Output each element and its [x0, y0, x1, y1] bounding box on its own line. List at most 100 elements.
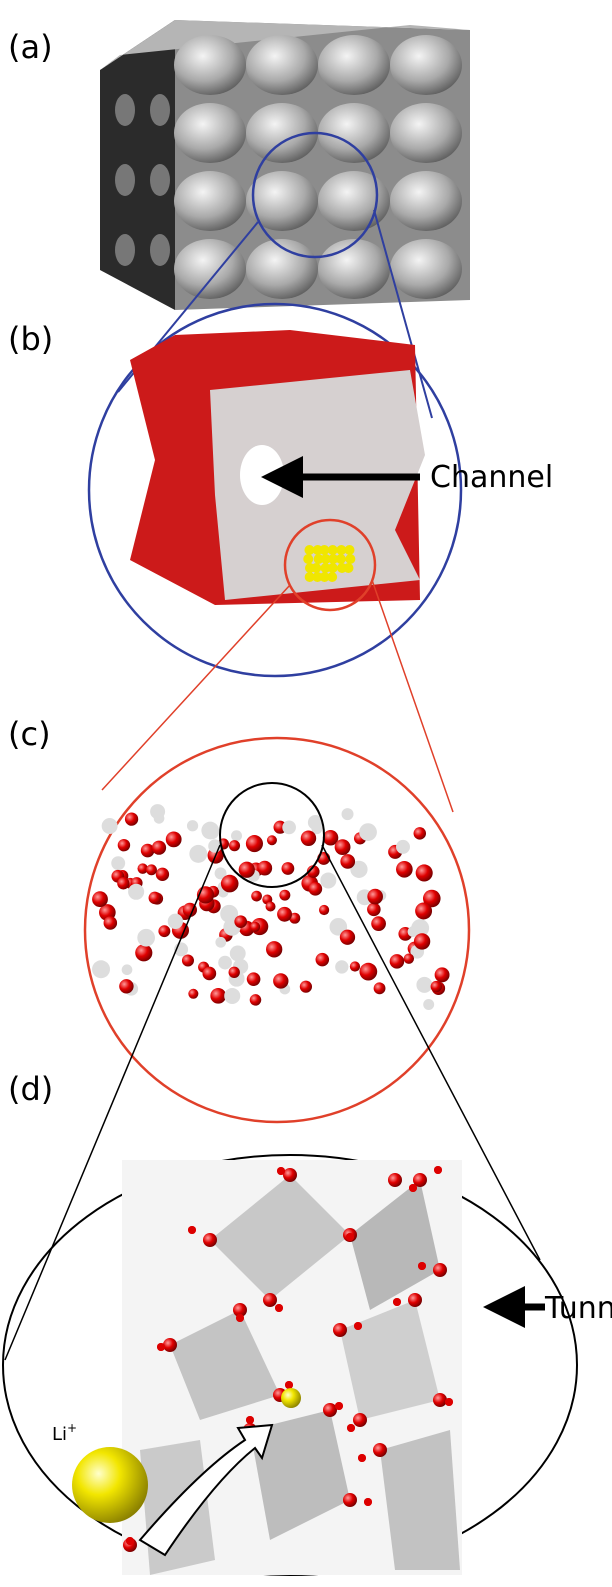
- atom: [152, 841, 166, 855]
- atom: [435, 967, 450, 982]
- atom: [265, 901, 275, 911]
- atom: [117, 877, 129, 889]
- atom: [215, 937, 226, 948]
- atom-lattice: [92, 804, 449, 1010]
- atom: [122, 964, 133, 975]
- atom: [224, 988, 240, 1004]
- atom: [205, 825, 219, 839]
- panel-label: (d): [8, 1070, 53, 1108]
- atom: [374, 982, 386, 994]
- cube-bump: [318, 171, 390, 231]
- cube-bump: [174, 103, 246, 163]
- atom: [146, 864, 157, 875]
- atom: [250, 922, 260, 932]
- cube-pore: [150, 164, 170, 196]
- panel-label: (b): [8, 320, 53, 358]
- yellow-atom: [311, 563, 321, 573]
- atom: [188, 989, 198, 999]
- atom: [396, 861, 413, 878]
- atom: [396, 840, 410, 854]
- panel-label: (c): [8, 715, 51, 753]
- atom: [300, 981, 312, 993]
- atom: [359, 823, 377, 841]
- oxygen-atom: [445, 1398, 453, 1406]
- cube-pore: [150, 234, 170, 266]
- atom: [371, 916, 386, 931]
- atom: [125, 812, 138, 825]
- atom: [168, 914, 183, 929]
- oxygen-atom: [163, 1338, 177, 1352]
- atom: [277, 907, 292, 922]
- molecular-block: [130, 330, 425, 605]
- atom: [404, 953, 414, 963]
- yellow-atom: [336, 554, 346, 564]
- atom: [282, 821, 296, 835]
- atom: [182, 954, 194, 966]
- yellow-atom: [343, 563, 353, 573]
- atom: [92, 960, 110, 978]
- yellow-atom: [345, 545, 355, 555]
- yellow-atom: [328, 545, 338, 555]
- oxygen-atom: [434, 1166, 442, 1174]
- oxygen-atom: [236, 1314, 244, 1322]
- oxygen-atom: [323, 1403, 337, 1417]
- yellow-atom: [303, 554, 313, 564]
- atom: [137, 929, 155, 947]
- oxygen-atom: [358, 1454, 366, 1462]
- cube: [100, 20, 470, 310]
- annotation: Channel: [430, 460, 553, 495]
- atom: [335, 839, 351, 855]
- oxygen-atom: [285, 1381, 293, 1389]
- ion-label: Li+: [52, 1421, 77, 1445]
- atom: [282, 862, 295, 875]
- atom: [414, 933, 430, 949]
- atom: [416, 977, 432, 993]
- atom: [273, 973, 288, 988]
- cube-pore: [115, 164, 135, 196]
- atom: [239, 862, 255, 878]
- oxygen-atom: [157, 1343, 165, 1351]
- atom: [246, 835, 263, 852]
- cube-bump: [318, 35, 390, 95]
- atom: [135, 944, 152, 961]
- atom: [342, 808, 354, 820]
- cube-side: [100, 20, 175, 310]
- atom: [166, 831, 182, 847]
- oxygen-atom: [263, 1293, 277, 1307]
- atom: [229, 967, 240, 978]
- cube-pore: [115, 94, 135, 126]
- yellow-atom: [327, 572, 337, 582]
- cube-pore: [115, 234, 135, 266]
- atom: [102, 818, 118, 834]
- cube-bump: [174, 35, 246, 95]
- atom: [279, 890, 290, 901]
- zoom-line: [102, 585, 290, 790]
- cube-bump: [318, 239, 390, 299]
- cube-bump: [390, 35, 462, 95]
- lithium-ion-small: [281, 1388, 301, 1408]
- ion-charge: +: [67, 1421, 77, 1435]
- yellow-atom: [328, 563, 338, 573]
- oxygen-atom: [203, 1233, 217, 1247]
- atom: [367, 889, 383, 905]
- atom: [128, 884, 144, 900]
- ion-text: Li: [52, 1424, 67, 1445]
- atom: [320, 872, 336, 888]
- atom: [301, 831, 316, 846]
- atom: [210, 988, 226, 1004]
- atom: [187, 820, 198, 831]
- oxygen-atom: [188, 1226, 196, 1234]
- annotation: Tunnel: [544, 1291, 612, 1326]
- atom: [218, 956, 232, 970]
- panel-label: (a): [8, 28, 53, 66]
- atom: [267, 835, 277, 845]
- cube-bump: [318, 103, 390, 163]
- atom: [158, 925, 170, 937]
- cube-bump: [174, 239, 246, 299]
- atom: [247, 972, 261, 986]
- figure: (a) Channel (b) (c) Tunnel Li+ (d): [0, 0, 612, 1583]
- oxygen-atom: [333, 1323, 347, 1337]
- lithium-ion: [72, 1447, 148, 1523]
- cube-pore: [150, 94, 170, 126]
- atom: [367, 903, 381, 917]
